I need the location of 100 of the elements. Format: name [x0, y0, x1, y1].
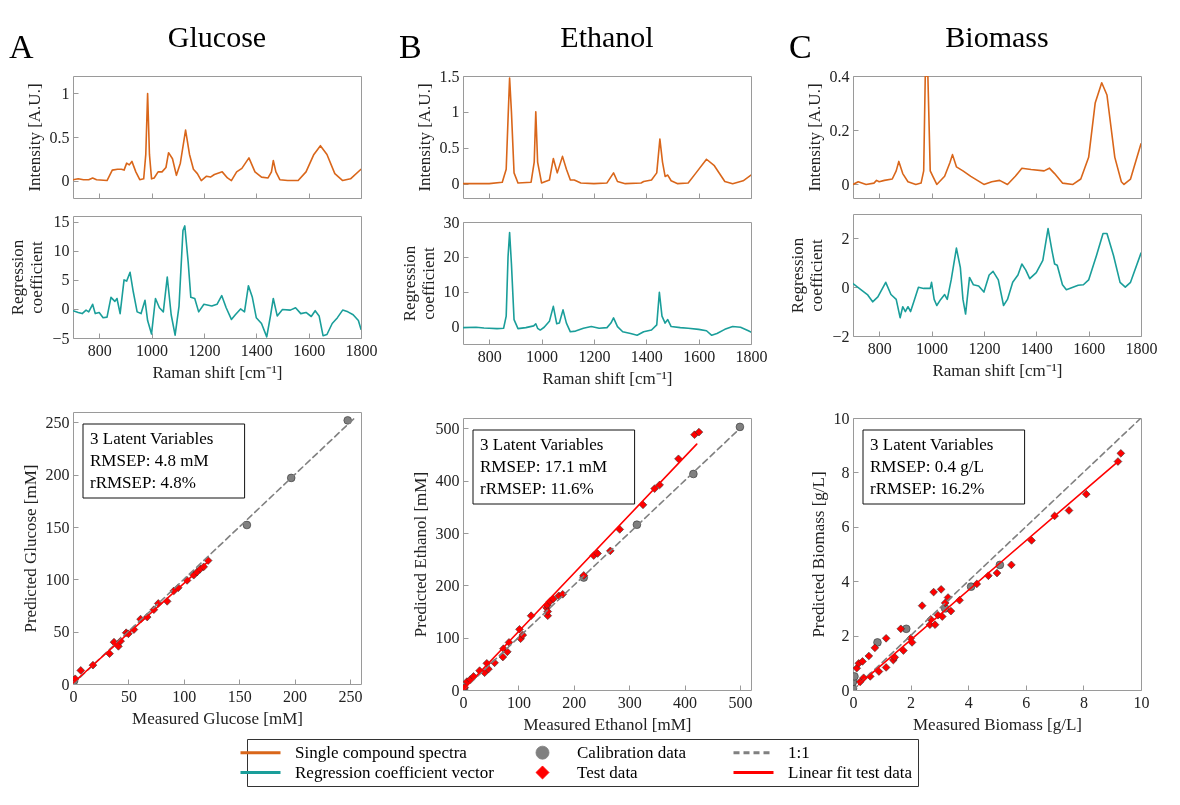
y-tick-label: 0.5	[439, 139, 460, 157]
legend-label: Single compound spectra	[295, 742, 468, 762]
legend-label: Test data	[577, 762, 639, 782]
y-tick-label: 400	[435, 472, 460, 490]
y-tick-label: 200	[435, 576, 460, 594]
y-tick-label: 300	[435, 524, 460, 542]
x-tick-label: 1800	[345, 341, 378, 359]
y-axis-title: Intensity [A.U.]	[24, 83, 44, 192]
x-tick-label: 500	[728, 693, 753, 711]
legend-label: Linear fit test data	[788, 762, 913, 782]
y-axis-title: Predicted Ethanol [mM]	[410, 471, 430, 638]
x-tick-label: 2	[907, 693, 916, 711]
x-tick-label: 800	[867, 339, 892, 357]
y-tick-label: 150	[45, 518, 70, 536]
x-axis-title: Raman shift [cm⁻¹]	[542, 368, 673, 388]
y-tick-label: 10	[53, 242, 70, 260]
chart-title: Biomass	[945, 20, 1049, 53]
y-tick-label: 0	[451, 318, 460, 336]
y-tick-label: 50	[53, 623, 70, 641]
legend-label: Regression coefficient vector	[295, 762, 495, 782]
y-tick-label: 4	[841, 572, 850, 590]
x-axis-title: Measured Biomass [g/L]	[912, 714, 1083, 734]
x-tick-label: 1200	[968, 339, 1001, 357]
x-tick-label: 4	[964, 693, 973, 711]
x-tick-label: 10	[1133, 693, 1150, 711]
y-tick-label: 100	[45, 570, 70, 588]
annotation: 3 Latent Variables	[90, 429, 214, 448]
x-tick-label: 1000	[916, 339, 949, 357]
x-tick-label: 200	[562, 693, 587, 711]
y-tick-label: 250	[45, 413, 70, 431]
annotation: rRMSEP: 16.2%	[870, 479, 985, 498]
x-tick-label: 300	[617, 693, 642, 711]
y-tick-label: 1	[61, 84, 70, 102]
y-tick-label: 2	[841, 627, 850, 645]
x-tick-label: 1400	[630, 347, 663, 365]
x-tick-label: 800	[477, 347, 502, 365]
y-tick-label: 5	[61, 271, 70, 289]
y-tick-label: 0	[61, 300, 70, 318]
x-tick-label: 1600	[1073, 339, 1106, 357]
x-axis-title: Raman shift [cm⁻¹]	[932, 360, 1063, 380]
y-tick-label: 0	[61, 172, 70, 190]
x-tick-label: 250	[338, 687, 363, 705]
x-tick-label: 1800	[735, 347, 768, 365]
x-tick-label: 50	[120, 687, 137, 705]
legend-label: Calibration data	[577, 742, 687, 762]
y-tick-label: 0	[61, 675, 70, 693]
x-tick-label: 6	[1022, 693, 1031, 711]
y-tick-label: 100	[435, 629, 460, 647]
y-tick-label: 15	[53, 213, 70, 231]
y-axis-title: Predicted Glucose [mM]	[20, 464, 40, 633]
x-tick-label: 1200	[188, 341, 221, 359]
chart-title: Glucose	[167, 20, 267, 53]
x-tick-label: 1800	[1125, 339, 1158, 357]
y-tick-label: 0.5	[49, 128, 70, 146]
y-axis-title: Regression coefficient	[788, 237, 827, 314]
y-tick-label: −2	[832, 327, 850, 345]
annotation: RMSEP: 0.4 g/L	[870, 457, 984, 476]
x-tick-label: 100	[172, 687, 197, 705]
annotation: 3 Latent Variables	[480, 435, 604, 454]
y-tick-label: 500	[435, 419, 460, 437]
x-tick-label: 400	[673, 693, 698, 711]
x-axis-title: Measured Ethanol [mM]	[523, 714, 692, 734]
chart-title: Ethanol	[560, 20, 654, 53]
annotation: RMSEP: 17.1 mM	[480, 457, 608, 476]
y-tick-label: 0	[841, 175, 850, 193]
y-tick-label: 0.2	[829, 121, 850, 139]
x-tick-label: 1400	[240, 341, 273, 359]
annotation: rRMSEP: 4.8%	[90, 473, 196, 492]
text: B	[399, 28, 422, 65]
y-tick-label: 1	[451, 103, 460, 121]
x-tick-label: 150	[227, 687, 252, 705]
y-tick-label: 6	[841, 518, 850, 536]
x-tick-label: 1200	[578, 347, 611, 365]
y-axis-title: Intensity [A.U.]	[414, 83, 434, 192]
x-tick-label: 1600	[683, 347, 716, 365]
text: A	[9, 28, 34, 65]
y-tick-label: 20	[443, 248, 460, 266]
x-tick-label: 200	[283, 687, 308, 705]
x-axis-title: Raman shift [cm⁻¹]	[152, 362, 283, 382]
x-tick-label: 1600	[293, 341, 326, 359]
x-tick-label: 800	[87, 341, 112, 359]
x-tick-label: 1000	[526, 347, 559, 365]
y-tick-label: 0.4	[829, 67, 850, 85]
x-tick-label: 100	[506, 693, 531, 711]
y-tick-label: 10	[443, 283, 460, 301]
y-tick-label: −5	[52, 329, 70, 347]
y-axis-title: Intensity [A.U.]	[804, 83, 824, 192]
annotation: rRMSEP: 11.6%	[480, 479, 594, 498]
y-axis-title: Predicted Biomass [g/L]	[808, 471, 828, 638]
y-tick-label: 30	[443, 213, 460, 231]
x-tick-label: 1400	[1020, 339, 1053, 357]
y-tick-label: 0	[451, 175, 460, 193]
y-tick-label: 200	[45, 466, 70, 484]
x-axis-title: Measured Glucose [mM]	[132, 708, 303, 728]
annotation: RMSEP: 4.8 mM	[90, 451, 209, 470]
y-axis-title: Regression coefficient	[8, 239, 47, 316]
x-tick-label: 8	[1079, 693, 1088, 711]
y-axis-title: Regression coefficient	[399, 245, 438, 322]
y-tick-label: 8	[841, 463, 850, 481]
y-tick-label: 10	[833, 409, 850, 427]
